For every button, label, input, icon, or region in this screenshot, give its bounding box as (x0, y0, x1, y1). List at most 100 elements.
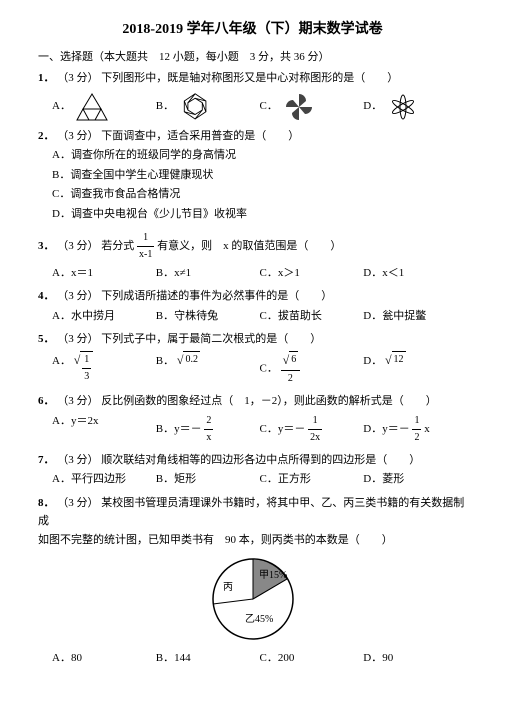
opt-label: B． (156, 355, 174, 367)
pie-label-bing: 丙 (223, 582, 233, 593)
frac-den: 3 (82, 369, 91, 385)
question-7: 7． （3 分） 顺次联结对角线相等的四边形各边中点所得到的四边形是（ ） A．… (38, 452, 467, 489)
q5-opt-c: C． √6 2 (260, 351, 364, 387)
q4-pts: （3 分） (57, 290, 98, 302)
opt-tail: x (424, 423, 430, 435)
triforce-icon (75, 92, 109, 122)
q3-num: 3． (38, 240, 55, 252)
q1-text: 下列图形中，既是轴对称图形又是中心对称图形的是（ ） (101, 72, 398, 84)
knot-icon (178, 92, 212, 122)
opt-label: A． (52, 98, 71, 116)
q1-opt-b: B． (156, 92, 260, 122)
q5-opt-d: D． √12 (363, 351, 467, 387)
q6-opt-d: D．y＝－ 12 x (363, 413, 467, 446)
q8-options: A．80 B．144 C．200 D．90 (52, 650, 467, 668)
frac-den: 2 (412, 430, 421, 446)
sqrt-icon: √ 13 (74, 351, 94, 385)
frac-icon: 12x (308, 413, 322, 446)
pie-chart-icon: 甲15% 乙45% 丙 (203, 554, 303, 644)
opt-label: C． (260, 98, 278, 116)
q6-opt-b: B．y＝－ 2x (156, 413, 260, 446)
q7-opt-a: A．平行四边形 (52, 471, 156, 489)
q7-num: 7． (38, 454, 55, 466)
question-3: 3． （3 分） 若分式 1 x-1 有意义，则 x 的取值范围是（ ） A．x… (38, 230, 467, 283)
question-1: 1． （3 分） 下列图形中，既是轴对称图形又是中心对称图形的是（ ） A． B… (38, 70, 467, 122)
q8-text2: 如图不完整的统计图，已知甲类书有 90 本，则丙类书的本数是（ ） (38, 532, 467, 550)
q1-opt-a: A． (52, 92, 156, 122)
frac-num: 1 (137, 230, 154, 247)
frac-num: 1 (308, 413, 322, 430)
flower-icon (386, 92, 420, 122)
q8-text1: 某校图书管理员清理课外书籍时，将其中甲、乙、丙三类书籍的有关数据制成 (38, 497, 464, 527)
page-title: 2018-2019 学年八年级（下）期末数学试卷 (38, 18, 467, 38)
pie-label-jia: 甲15% (259, 570, 287, 581)
q3-opt-c: C．x＞1 (260, 265, 364, 283)
frac-num: √6 (281, 351, 301, 371)
q8-opt-b: B．144 (156, 650, 260, 668)
q6-text: 反比例函数的图象经过点（ 1，－2），则此函数的解析式是（ ） (101, 395, 437, 407)
q1-opt-c: C． (260, 92, 364, 122)
question-4: 4． （3 分） 下列成语所描述的事件为必然事件的是（ ） A．水中捞月 B．守… (38, 288, 467, 325)
question-8: 8． （3 分） 某校图书管理员清理课外书籍时，将其中甲、乙、丙三类书籍的有关数… (38, 495, 467, 667)
question-5: 5． （3 分） 下列式子中，属于最简二次根式的是（ ） A． √ 13 B． … (38, 331, 467, 387)
q7-pts: （3 分） (57, 454, 98, 466)
opt-label: C．y＝－ (260, 423, 306, 435)
frac-den: 2x (308, 430, 322, 446)
frac-den: x-1 (137, 247, 154, 263)
q2-text: 下面调查中，适合采用普查的是（ ） (101, 130, 299, 142)
pie-label-yi: 乙45% (245, 613, 273, 625)
q4-opt-a: A．水中捞月 (52, 308, 156, 326)
q2-opt-d: D．调查中央电视台《少儿节目》收视率 (52, 206, 467, 224)
question-2: 2． （3 分） 下面调查中，适合采用普查的是（ ） A．调查你所在的班级同学的… (38, 128, 467, 224)
q4-opt-c: C．拔苗助长 (260, 308, 364, 326)
sqrt-icon: √12 (385, 351, 406, 370)
frac-den: x (204, 430, 213, 446)
opt-label: D． (363, 98, 382, 116)
q6-num: 6． (38, 395, 55, 407)
q5-num: 5． (38, 333, 55, 345)
q7-opt-d: D．菱形 (363, 471, 467, 489)
q4-opt-b: B．守株待兔 (156, 308, 260, 326)
opt-label: C． (260, 363, 278, 375)
q2-pts: （3 分） (57, 130, 98, 142)
frac-num: 1 (82, 352, 91, 369)
opt-label: B． (156, 98, 174, 116)
q1-pts: （3 分） (57, 72, 98, 84)
frac-num: 2 (204, 413, 213, 430)
sqrt-body: 0.2 (183, 351, 200, 368)
q2-opt-c: C．调查我市食品合格情况 (52, 186, 467, 204)
frac-den: 2 (281, 371, 301, 387)
opt-label: D． (363, 355, 382, 367)
frac-icon: 12 (412, 413, 421, 446)
q3-options: A．x＝1 B．x≠1 C．x＞1 D．x＜1 (52, 265, 467, 283)
q5-opt-a: A． √ 13 (52, 351, 156, 387)
q2-num: 2． (38, 130, 55, 142)
q8-num: 8． (38, 497, 55, 509)
opt-label: B．y＝－ (156, 423, 202, 435)
q7-opt-b: B．矩形 (156, 471, 260, 489)
q2-opt-a: A．调查你所在的班级同学的身高情况 (52, 147, 467, 165)
section-heading: 一、选择题（本大题共 12 小题，每小题 3 分，共 36 分） (38, 48, 467, 64)
q7-text: 顺次联结对角线相等的四边形各边中点所得到的四边形是（ ） (101, 454, 420, 466)
q4-num: 4． (38, 290, 55, 302)
q3-opt-b: B．x≠1 (156, 265, 260, 283)
opt-label: A． (52, 355, 71, 367)
q5-opt-b: B． √0.2 (156, 351, 260, 387)
q3-opt-a: A．x＝1 (52, 265, 156, 283)
frac-num: 1 (412, 413, 421, 430)
q3-fraction: 1 x-1 (137, 230, 154, 263)
q3-text1: 若分式 (101, 240, 137, 252)
sqrt-body: 12 (392, 351, 406, 368)
q7-opt-c: C．正方形 (260, 471, 364, 489)
q5-pts: （3 分） (57, 333, 98, 345)
q6-opt-c: C．y＝－ 12x (260, 413, 364, 446)
question-6: 6． （3 分） 反比例函数的图象经过点（ 1，－2），则此函数的解析式是（ ）… (38, 393, 467, 446)
q3-opt-d: D．x＜1 (363, 265, 467, 283)
q1-num: 1． (38, 72, 55, 84)
sqrt-icon: √0.2 (177, 351, 200, 370)
q8-pts: （3 分） (57, 497, 98, 509)
pinwheel-icon (282, 92, 316, 122)
q1-options: A． B． C． (52, 92, 467, 122)
sqrt-body: 6 (289, 351, 298, 368)
q6-opt-a: A．y＝2x (52, 413, 156, 446)
